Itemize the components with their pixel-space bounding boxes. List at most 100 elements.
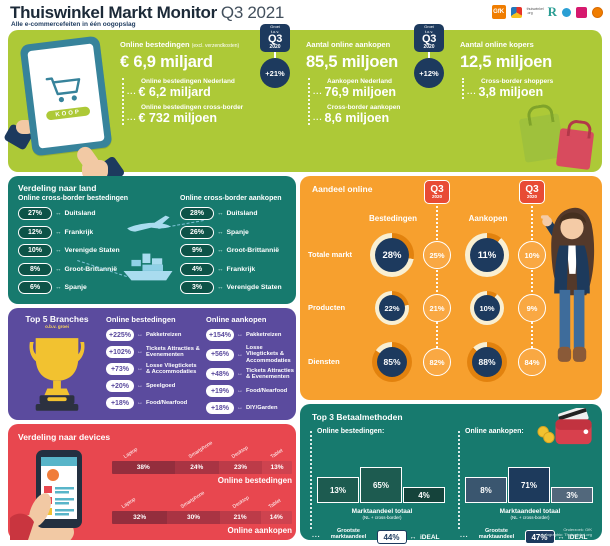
arrow-icon: ↔ <box>237 332 243 338</box>
branch-label: Speelgoed <box>146 382 176 389</box>
device-label-slot: Desktop <box>227 495 266 511</box>
betaal-group-bestedingen: Online bestedingen: 13% 65% 4% Marktaand… <box>310 428 448 546</box>
stacked-bar: 38% 24% 23% 13% <box>112 461 292 474</box>
growth-pill: +20% <box>106 380 134 392</box>
share-pill: 4% <box>180 262 214 276</box>
airplane-icon <box>127 215 171 232</box>
share-pill: 9% <box>180 244 214 257</box>
kpi-value: € 6,9 miljard <box>120 53 213 71</box>
country-share-row: 3% ↔ Verenigde Staten <box>180 281 292 294</box>
device-label: Tablet <box>267 497 283 510</box>
branches-section: Top 5 Branches o.b.v. groei Online beste… <box>8 308 296 420</box>
cargo-ship-icon <box>123 253 173 281</box>
kpi-sub-value: € 6,2 miljard <box>138 85 211 99</box>
bar-segment: 13% <box>262 461 292 474</box>
betaal-title: Top 3 Betaalmethoden <box>312 412 403 422</box>
kpi-label: Aantal online aankopen <box>306 40 391 49</box>
country-label: Spanje <box>64 284 87 291</box>
branches-col-header: Online aankopen <box>206 315 267 324</box>
kpi-sub-value: 8,6 miljoen <box>324 111 390 125</box>
country-share-row: 4% ↔ Frankrijk <box>180 262 292 276</box>
device-label: Laptop <box>120 496 137 510</box>
badge-year: 2020 <box>423 44 435 51</box>
row-label: Producten <box>308 303 346 312</box>
arrow-icon: ↔ <box>217 265 224 273</box>
kpi-sub-label: Online bestedingen cross-border <box>141 104 244 111</box>
kpi-value: 12,5 miljoen <box>460 53 553 71</box>
device-label-slot: Tablet <box>266 496 292 511</box>
cross-border-label: Grootste marktaandeel cross-border <box>478 528 515 546</box>
koop-button: KOOP <box>45 106 91 121</box>
branch-label: Tickets Attracties & Evenementen <box>246 367 295 381</box>
payment-bars: 8% 71% 3% <box>465 456 595 503</box>
land-title: Verdeling naar land <box>18 183 97 193</box>
row-label: Totale markt <box>308 250 353 259</box>
growth-pill: +73% <box>106 363 134 375</box>
pink-partner-logo <box>576 6 587 18</box>
badge-year: 2020 <box>269 44 281 51</box>
total-label: Marktaandeel totaal <box>351 508 413 515</box>
share-pill: 6% <box>18 281 52 294</box>
donut-value: 28% <box>375 238 409 272</box>
country-share-row: 10% ↔ Verenigde Staten <box>18 244 168 257</box>
country-label: Spanje <box>226 228 249 236</box>
thuiswinkel-logo-label: thuiswinkel .org <box>526 7 544 15</box>
tablet-device: KOOP <box>19 35 113 157</box>
betaalmethoden-section: Top 3 Betaalmethoden Online bestedingen:… <box>300 404 602 546</box>
country-share-row: 27% ↔ Duitsland <box>18 207 168 220</box>
dots-connector-icon: ··· <box>313 115 323 124</box>
branch-row: +18% ↔ DIY/Garden <box>206 401 294 415</box>
branch-row: +19% ↔ Food/Nearfood <box>206 384 294 398</box>
share-pill: 12% <box>18 225 52 239</box>
branch-row: +48% ↔ Tickets Attracties & Evenementen <box>206 367 294 381</box>
blue-partner-logo <box>562 7 571 17</box>
country-label: Frankrijk <box>64 228 94 236</box>
arrow-icon: ↔ <box>237 388 243 395</box>
q3-2020-badge: Groei t.o.v. Q3 2020 <box>260 24 290 52</box>
kpi-sub-row: ··· 76,9 miljoen <box>313 85 431 99</box>
device-label: Smartphone <box>179 490 206 510</box>
credit-line: Infographic: Thuiswinkel.org <box>542 532 592 538</box>
tablet-screen: KOOP <box>27 43 105 149</box>
credit-text: Onderzoek: GfK Infographic: Thuiswinkel.… <box>542 527 592 538</box>
branch-label: Tickets Attracties & Evenementen <box>146 345 200 358</box>
badge-groei-label: Groei <box>424 24 434 30</box>
payment-bar-creditcard: 13% <box>317 477 359 503</box>
country-label: Duitsland <box>64 210 96 217</box>
devices-title: Verdeling naar devices <box>18 432 111 442</box>
device-label-slot: Desktop <box>226 445 268 461</box>
market-share-total: Marktaandeel totaal (NL + cross-border) <box>465 508 595 521</box>
device-label: Tablet <box>269 447 285 460</box>
kpi-value: 85,5 miljoen <box>306 53 399 71</box>
branch-label: Pakketreizen <box>246 331 282 338</box>
column-header-bestedingen: Bestedingen <box>368 214 417 223</box>
market-share-total: Marktaandeel totaal (NL + cross-border) <box>317 508 447 521</box>
growth-badge-bestedingen: Groei t.o.v. Q3 2020 +21% <box>260 24 290 88</box>
kpi-label-note: (excl. verzendkosten) <box>191 43 240 49</box>
bar-segment: 21% <box>219 511 261 524</box>
arrow-icon: ↔ <box>55 265 62 273</box>
badge-connector <box>274 52 276 58</box>
badge-tov-label: t.o.v. <box>424 28 434 34</box>
arrow-icon: ↔ <box>409 533 417 541</box>
logo-strip: GfK thuiswinkel .org R <box>491 4 603 20</box>
prev-year-circle: 21% <box>423 294 451 322</box>
share-pill: 26% <box>180 225 214 239</box>
prev-year-circle: 9% <box>518 294 546 322</box>
retail-insiders-logo: R <box>547 4 557 19</box>
kpi-sub-value: 76,9 miljoen <box>324 85 397 99</box>
branch-label: Losse Vliegtickets & Accommodaties <box>246 345 291 364</box>
country-share-row: 12% ↔ Frankrijk <box>18 225 168 239</box>
prev-year-circle: 25% <box>423 241 451 269</box>
prev-year-circle: 10% <box>518 241 546 269</box>
kpi-sub-row: ··· 8,6 miljoen <box>313 111 431 125</box>
growth-pill: +19% <box>206 385 234 398</box>
kpi-sub-value: € 732 miljoen <box>138 111 218 125</box>
branches-col-header: Online bestedingen <box>106 315 176 324</box>
payment-bar-ideal: 65% <box>360 467 402 503</box>
dots-connector-icon: ··· <box>127 115 137 124</box>
dots-connector-icon: ··· <box>312 533 321 541</box>
column-header-aankopen: Aankopen <box>468 214 508 223</box>
device-labels: Laptop Smartphone Desktop Tablet <box>112 490 292 511</box>
devices-chart-bestedingen: Laptop Smartphone Desktop Tablet 38% 24%… <box>112 440 292 485</box>
